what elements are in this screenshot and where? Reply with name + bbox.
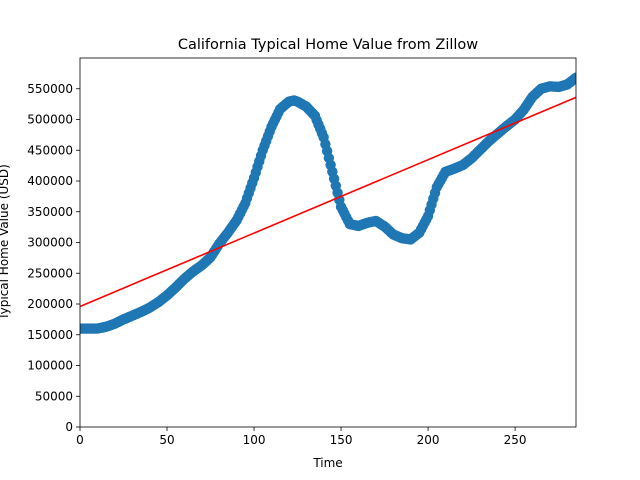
y-tick-label: 50000 <box>35 389 73 403</box>
x-tick-label: 200 <box>417 433 440 447</box>
trend-line <box>80 96 576 308</box>
y-tick-label: 500000 <box>27 113 73 127</box>
axes-frame <box>79 57 577 428</box>
y-tick-label: 200000 <box>27 297 73 311</box>
x-axis-label: Time <box>312 456 342 470</box>
y-tick-label: 150000 <box>27 328 73 342</box>
axes: 0 50 100 150 200 250 0 50000 100000 150000 200000 2… <box>27 57 577 447</box>
y-tick-label: 300000 <box>27 236 73 250</box>
x-tick-label: 250 <box>504 433 527 447</box>
y-tick-label: 550000 <box>27 82 73 96</box>
data-point <box>570 72 576 83</box>
x-tick-label: 150 <box>330 433 353 447</box>
y-tick-label: 100000 <box>27 359 73 373</box>
y-tick-label: 350000 <box>27 205 73 219</box>
y-tick-label: 450000 <box>27 143 73 157</box>
y-tick-label: 400000 <box>27 174 73 188</box>
plot-area <box>80 72 576 334</box>
y-tick-label: 0 <box>65 420 73 434</box>
x-tick-label: 0 <box>76 433 84 447</box>
x-tick-label: 50 <box>159 433 174 447</box>
y-tick-label: 250000 <box>27 266 73 280</box>
x-tick-label: 100 <box>243 433 266 447</box>
chart-title: California Typical Home Value from Zillo… <box>178 37 478 53</box>
y-axis-label: Typical Home Value (USD) <box>0 164 11 321</box>
